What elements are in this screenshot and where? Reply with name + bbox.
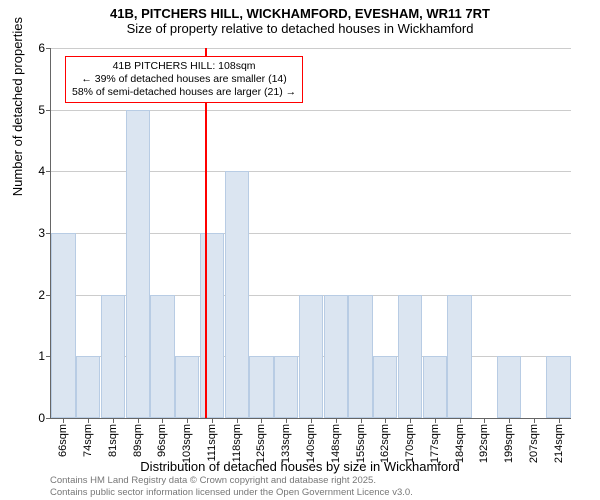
xtick-mark — [261, 418, 262, 423]
ytick-label: 5 — [38, 103, 45, 117]
xtick-label: 207sqm — [528, 424, 540, 463]
annotation-line1: 41B PITCHERS HILL: 108sqm — [72, 60, 296, 73]
xtick-mark — [138, 418, 139, 423]
bar — [299, 295, 323, 418]
xtick-label: 199sqm — [503, 424, 515, 463]
xtick-mark — [435, 418, 436, 423]
bar — [398, 295, 422, 418]
x-axis-label: Distribution of detached houses by size … — [0, 459, 600, 474]
xtick-label: 177sqm — [429, 424, 441, 463]
bar — [497, 356, 521, 418]
annotation-line3: 58% of semi-detached houses are larger (… — [72, 86, 296, 99]
ytick-mark — [46, 48, 51, 49]
ytick-label: 0 — [38, 411, 45, 425]
xtick-label: 66sqm — [57, 424, 69, 457]
xtick-label: 133sqm — [280, 424, 292, 463]
attribution-block: Contains HM Land Registry data © Crown c… — [50, 475, 413, 498]
bar — [348, 295, 372, 418]
xtick-mark — [385, 418, 386, 423]
xtick-mark — [534, 418, 535, 423]
xtick-mark — [559, 418, 560, 423]
ytick-label: 2 — [38, 288, 45, 302]
chart-container: 41B, PITCHERS HILL, WICKHAMFORD, EVESHAM… — [0, 0, 600, 500]
xtick-mark — [212, 418, 213, 423]
bar — [373, 356, 397, 418]
bar — [150, 295, 174, 418]
ytick-mark — [46, 110, 51, 111]
title-address: 41B, PITCHERS HILL, WICKHAMFORD, EVESHAM… — [0, 6, 600, 21]
bar — [274, 356, 298, 418]
xtick-mark — [361, 418, 362, 423]
xtick-label: 96sqm — [156, 424, 168, 457]
bar — [324, 295, 348, 418]
xtick-mark — [113, 418, 114, 423]
y-axis-label: Number of detached properties — [10, 17, 25, 196]
xtick-label: 184sqm — [454, 424, 466, 463]
xtick-mark — [311, 418, 312, 423]
plot-region: 012345666sqm74sqm81sqm89sqm96sqm103sqm11… — [50, 48, 571, 419]
bar — [175, 356, 199, 418]
xtick-mark — [63, 418, 64, 423]
bar — [51, 233, 75, 418]
xtick-label: 155sqm — [355, 424, 367, 463]
bar — [546, 356, 570, 418]
xtick-label: 140sqm — [305, 424, 317, 463]
chart-area: 012345666sqm74sqm81sqm89sqm96sqm103sqm11… — [50, 48, 570, 418]
xtick-label: 170sqm — [404, 424, 416, 463]
xtick-label: 148sqm — [330, 424, 342, 463]
ytick-label: 4 — [38, 164, 45, 178]
xtick-mark — [410, 418, 411, 423]
attribution-line1: Contains HM Land Registry data © Crown c… — [50, 475, 413, 486]
marker-line — [205, 48, 207, 418]
xtick-label: 103sqm — [181, 424, 193, 463]
xtick-label: 214sqm — [553, 424, 565, 463]
xtick-mark — [484, 418, 485, 423]
ytick-label: 1 — [38, 349, 45, 363]
bar — [423, 356, 447, 418]
xtick-mark — [187, 418, 188, 423]
xtick-label: 192sqm — [478, 424, 490, 463]
bar — [76, 356, 100, 418]
xtick-label: 111sqm — [206, 424, 218, 462]
ytick-label: 6 — [38, 41, 45, 55]
annotation-line2: ← 39% of detached houses are smaller (14… — [72, 73, 296, 86]
xtick-label: 125sqm — [255, 424, 267, 463]
xtick-label: 89sqm — [132, 424, 144, 457]
ytick-label: 3 — [38, 226, 45, 240]
bar — [101, 295, 125, 418]
bar — [200, 233, 224, 418]
xtick-mark — [336, 418, 337, 423]
xtick-mark — [162, 418, 163, 423]
title-subtitle: Size of property relative to detached ho… — [0, 21, 600, 36]
xtick-mark — [88, 418, 89, 423]
attribution-line2: Contains public sector information licen… — [50, 487, 413, 498]
ytick-mark — [46, 418, 51, 419]
xtick-label: 118sqm — [231, 424, 243, 462]
annotation-box: 41B PITCHERS HILL: 108sqm ← 39% of detac… — [65, 56, 303, 103]
bar — [225, 171, 249, 418]
xtick-label: 81sqm — [107, 424, 119, 457]
xtick-mark — [509, 418, 510, 423]
xtick-label: 162sqm — [379, 424, 391, 463]
xtick-label: 74sqm — [82, 424, 94, 457]
ytick-mark — [46, 171, 51, 172]
bar — [447, 295, 471, 418]
xtick-mark — [237, 418, 238, 423]
xtick-mark — [460, 418, 461, 423]
title-block: 41B, PITCHERS HILL, WICKHAMFORD, EVESHAM… — [0, 0, 600, 36]
bar — [249, 356, 273, 418]
xtick-mark — [286, 418, 287, 423]
gridline — [51, 48, 571, 49]
bar — [126, 110, 150, 418]
